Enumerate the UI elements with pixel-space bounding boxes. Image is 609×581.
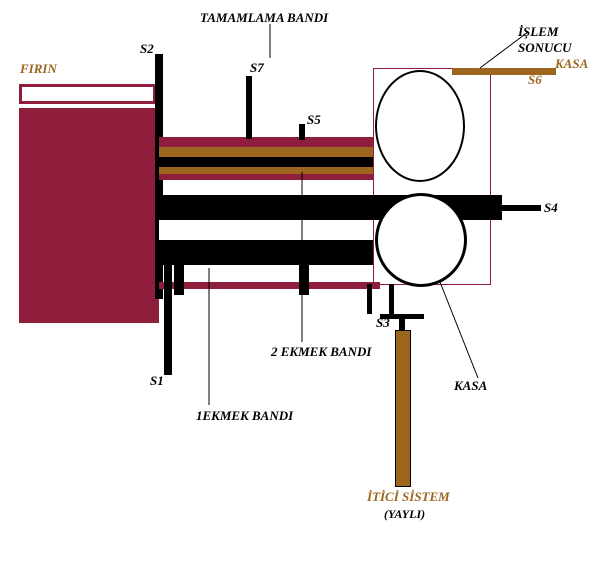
label-yayli: (YAYLI) — [384, 507, 425, 522]
bar-brown-1 — [159, 147, 373, 157]
bar-top-maroon — [159, 137, 373, 147]
sensor-s3b — [389, 284, 394, 314]
sensor-s1 — [164, 265, 172, 375]
firin-top-plate — [19, 84, 156, 104]
bar-black-2 — [159, 240, 373, 265]
sensor-s3 — [367, 284, 372, 314]
label-ekmek1: 1EKMEK BANDI — [196, 408, 293, 424]
label-kasa-top: KASA — [555, 56, 588, 72]
label-kasa-bottom: KASA — [454, 378, 487, 394]
label-s6: S6 — [528, 72, 542, 88]
label-s2: S2 — [140, 41, 154, 57]
label-ekmek2: 2 EKMEK BANDI — [271, 344, 371, 360]
islem-line1: İŞLEM — [518, 24, 558, 39]
diagram-stage: TAMAMLAMA BANDI İŞLEM SONUCU KASA FIRIN … — [0, 0, 609, 581]
islem-line2: SONUCU — [518, 40, 571, 55]
bar-white — [159, 220, 373, 240]
label-s7: S7 — [250, 60, 264, 76]
label-s4: S4 — [544, 200, 558, 216]
label-s3: S3 — [376, 315, 390, 331]
label-islem-sonucu: İŞLEM SONUCU — [518, 24, 571, 56]
firin-body — [19, 108, 159, 323]
label-s1: S1 — [150, 373, 164, 389]
label-s5: S5 — [307, 112, 321, 128]
sensor-s4 — [488, 205, 541, 211]
bar-maroon-2 — [159, 174, 373, 180]
mini-block-right — [299, 265, 309, 295]
label-tamamlama-bandi: TAMAMLAMA BANDI — [200, 10, 328, 26]
roller-top — [375, 70, 465, 182]
sensor-s7 — [246, 76, 252, 139]
bar-brown-2 — [159, 167, 373, 174]
bar-maroon-3 — [159, 282, 380, 289]
mini-block-left — [174, 265, 184, 295]
label-firin: FIRIN — [20, 61, 57, 77]
bar-black-1 — [159, 157, 373, 167]
sensor-s5 — [299, 124, 305, 140]
itici-stem — [395, 330, 411, 487]
label-itici: İTİCİ SİSTEM — [367, 489, 450, 505]
roller-bottom — [375, 193, 467, 287]
